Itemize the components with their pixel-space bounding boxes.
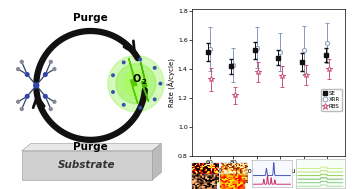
Circle shape [44, 94, 47, 98]
Y-axis label: Rate (Å/cycle): Rate (Å/cycle) [168, 58, 176, 107]
Circle shape [44, 73, 47, 76]
X-axis label: Deposition Temperature (°C): Deposition Temperature (°C) [219, 168, 318, 175]
Circle shape [139, 106, 142, 109]
Circle shape [53, 68, 56, 70]
Text: Substrate: Substrate [58, 160, 116, 170]
Text: O: O [133, 74, 141, 84]
Circle shape [122, 104, 125, 106]
Circle shape [25, 73, 29, 76]
Circle shape [17, 100, 20, 103]
Polygon shape [22, 151, 152, 180]
Circle shape [34, 83, 39, 88]
Circle shape [20, 60, 23, 63]
Circle shape [123, 71, 149, 96]
Circle shape [122, 61, 125, 64]
Polygon shape [129, 58, 138, 104]
Legend: SE, XRR, RBS: SE, XRR, RBS [321, 89, 342, 111]
Circle shape [139, 58, 142, 61]
Circle shape [49, 60, 52, 63]
Circle shape [53, 100, 56, 103]
Polygon shape [22, 143, 161, 151]
Text: Purge: Purge [73, 13, 108, 23]
Circle shape [49, 108, 52, 110]
Polygon shape [140, 62, 149, 102]
Circle shape [25, 94, 29, 98]
Circle shape [20, 108, 23, 110]
Circle shape [159, 82, 162, 85]
Circle shape [153, 67, 156, 69]
Circle shape [108, 56, 164, 112]
Polygon shape [152, 143, 161, 180]
Text: Purge: Purge [73, 142, 108, 152]
Circle shape [17, 68, 20, 70]
Circle shape [116, 64, 156, 104]
Circle shape [153, 98, 156, 101]
Circle shape [112, 91, 114, 93]
Circle shape [112, 74, 114, 77]
Text: 2: 2 [141, 79, 146, 85]
